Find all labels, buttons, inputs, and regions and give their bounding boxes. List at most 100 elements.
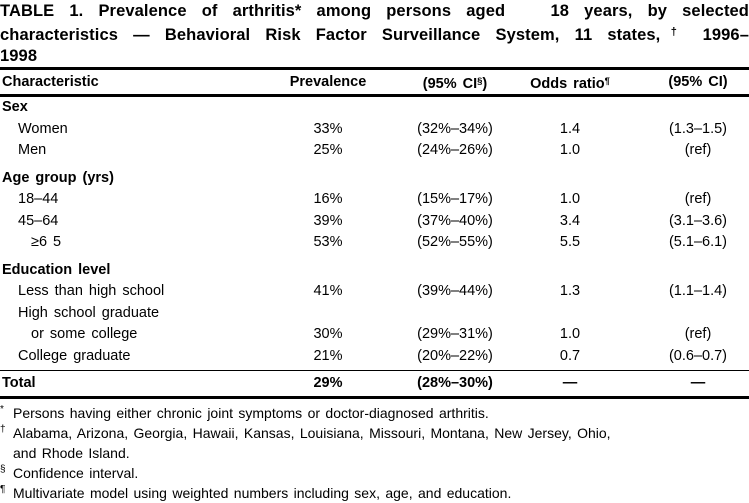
footnote-text: Alabama, Arizona, Georgia, Hawaii, Kansa… xyxy=(13,423,749,463)
table-title: TABLE 1. Prevalence of arthritis* among … xyxy=(0,0,749,67)
ci-value: (39%–44%) xyxy=(417,283,493,299)
footnote-text: Confidence interval. xyxy=(13,465,139,481)
odds-ratio-value: 3.4 xyxy=(559,212,581,229)
footnote-dagger: † Alabama, Arizona, Georgia, Hawaii, Kan… xyxy=(0,423,749,463)
pilcrow-footnote-marker: ¶ xyxy=(604,76,610,87)
ci-value: (52%–55%) xyxy=(417,234,493,250)
ci-value: (37%–40%) xyxy=(417,212,493,229)
total-separator-rule xyxy=(0,369,749,371)
column-header-ci: (95% CI§) xyxy=(423,70,488,96)
total-ci-value: (28%–30%) xyxy=(417,375,493,391)
row-label: ≥6 5 xyxy=(31,234,62,250)
table-row-18-44: 18–44 16% (15%–17%) 1.0 (ref) xyxy=(0,189,749,211)
ci-value: (20%–22%) xyxy=(417,347,493,364)
table-title-line1: TABLE 1. Prevalence of arthritis* among … xyxy=(0,2,749,20)
table-bottom-rule xyxy=(0,396,749,399)
asterisk-footnote-marker: * xyxy=(0,404,4,415)
row-label: Less than high school xyxy=(18,283,165,299)
table-title-line2-text: characteristics — Behavioral Risk Factor… xyxy=(0,26,661,44)
odds-ratio-header-text: Odds ratio xyxy=(530,76,605,92)
ci-value: (29%–31%) xyxy=(417,326,493,342)
row-label: College graduate xyxy=(18,347,131,364)
total-prevalence-value: 29% xyxy=(313,375,343,391)
odds-ci-value: (ref) xyxy=(684,326,712,342)
section-header-sex: Sex xyxy=(0,97,749,119)
table-row-less-than-high-school: Less than high school 41% (39%–44%) 1.3 … xyxy=(0,281,749,303)
ci-header-close: ) xyxy=(482,76,488,92)
section-header-education: Education level xyxy=(0,260,749,282)
odds-ratio-value: 1.0 xyxy=(559,142,581,158)
table-row-men: Men 25% (24%–26%) 1.0 (ref) xyxy=(0,140,749,162)
table-row-women: Women 33% (32%–34%) 1.4 (1.3–1.5) xyxy=(0,119,749,141)
row-label: Men xyxy=(18,142,47,158)
table-body: Sex Women 33% (32%–34%) 1.4 (1.3–1.5) Me… xyxy=(0,97,749,367)
odds-ratio-value: 1.3 xyxy=(559,283,581,299)
odds-ci-value: (1.1–1.4) xyxy=(668,283,728,299)
ci-value: (15%–17%) xyxy=(417,191,493,207)
ci-value: (32%–34%) xyxy=(417,120,493,137)
odds-ratio-value: 1.0 xyxy=(559,191,581,207)
section-footnote-marker: § xyxy=(477,76,483,87)
footnote-text-line1: Alabama, Arizona, Georgia, Hawaii, Kansa… xyxy=(13,425,611,441)
footnote-pilcrow: ¶ Multivariate model using weighted numb… xyxy=(0,483,749,503)
odds-ratio-value: 0.7 xyxy=(559,347,581,364)
dagger-footnote-marker: † xyxy=(660,26,688,38)
ci-header-text: (95% CI xyxy=(422,76,478,92)
prevalence-value: 33% xyxy=(313,120,343,137)
row-label: Women xyxy=(18,120,68,137)
table-title-line3: 1998 xyxy=(0,47,38,65)
column-header-row: Characteristic Prevalence (95% CI§) Odds… xyxy=(0,70,749,94)
prevalence-value: 21% xyxy=(313,347,343,364)
prevalence-value: 30% xyxy=(313,326,343,342)
table-title-line2-years: 1996– xyxy=(687,26,749,44)
section-label: Sex xyxy=(2,99,28,115)
prevalence-value: 41% xyxy=(313,283,343,299)
total-odds-ci-value: — xyxy=(690,375,706,391)
row-label: 18–44 xyxy=(18,191,59,207)
footnote-section-sign: § Confidence interval. xyxy=(0,463,749,483)
column-header-odds-ratio: Odds ratio¶ xyxy=(530,70,610,96)
table-title-line2: characteristics — Behavioral Risk Factor… xyxy=(0,22,749,46)
header-separator-rule xyxy=(0,94,749,97)
prevalence-value: 16% xyxy=(313,191,343,207)
prevalence-value: 53% xyxy=(313,234,343,250)
odds-ci-value: (5.1–6.1) xyxy=(668,234,728,250)
section-label: Education level xyxy=(2,261,111,278)
ci-value: (24%–26%) xyxy=(417,142,493,158)
table-row-45-64: 45–64 39% (37%–40%) 3.4 (3.1–3.6) xyxy=(0,211,749,233)
odds-ci-value: (ref) xyxy=(684,142,712,158)
column-header-characteristic: Characteristic xyxy=(2,74,99,90)
total-label: Total xyxy=(2,375,36,391)
section-label: Age group (yrs) xyxy=(2,169,114,186)
column-header-prevalence: Prevalence xyxy=(289,74,367,90)
footnote-asterisk: * Persons having either chronic joint sy… xyxy=(0,403,749,423)
footnote-text-line2: and Rhode Island. xyxy=(13,445,130,461)
title-separator-rule xyxy=(0,67,749,70)
footnotes: * Persons having either chronic joint sy… xyxy=(0,399,749,503)
row-label: 45–64 xyxy=(18,212,59,229)
footnote-text: Multivariate model using weighted number… xyxy=(13,485,512,501)
odds-ci-value: (1.3–1.5) xyxy=(668,120,728,137)
row-label: or some college xyxy=(31,326,138,342)
row-label: High school graduate xyxy=(18,304,160,321)
prevalence-value: 25% xyxy=(313,142,343,158)
table-row-college-graduate: College graduate 21% (20%–22%) 0.7 (0.6–… xyxy=(0,346,749,368)
dagger-footnote-marker: † xyxy=(0,424,6,435)
odds-ci-value: (ref) xyxy=(684,191,712,207)
table-row-total: Total 29% (28%–30%) — — xyxy=(0,371,749,396)
prevalence-value: 39% xyxy=(313,212,343,229)
total-odds-ratio-value: — xyxy=(562,375,578,391)
section-header-age-group: Age group (yrs) xyxy=(0,168,749,190)
table-row-65-plus: ≥6 5 53% (52%–55%) 5.5 (5.1–6.1) xyxy=(0,232,749,254)
odds-ratio-value: 5.5 xyxy=(559,234,581,250)
odds-ci-value: (3.1–3.6) xyxy=(668,212,728,229)
table-row-high-school-graduate: High school graduate xyxy=(0,303,749,325)
pilcrow-footnote-marker: ¶ xyxy=(0,484,6,495)
odds-ratio-value: 1.0 xyxy=(559,326,581,342)
table-row-or-some-college: or some college 30% (29%–31%) 1.0 (ref) xyxy=(0,324,749,346)
footnote-text: Persons having either chronic joint symp… xyxy=(13,405,489,421)
section-sign-footnote-marker: § xyxy=(0,464,6,475)
odds-ratio-value: 1.4 xyxy=(559,120,581,137)
odds-ci-value: (0.6–0.7) xyxy=(668,347,728,364)
